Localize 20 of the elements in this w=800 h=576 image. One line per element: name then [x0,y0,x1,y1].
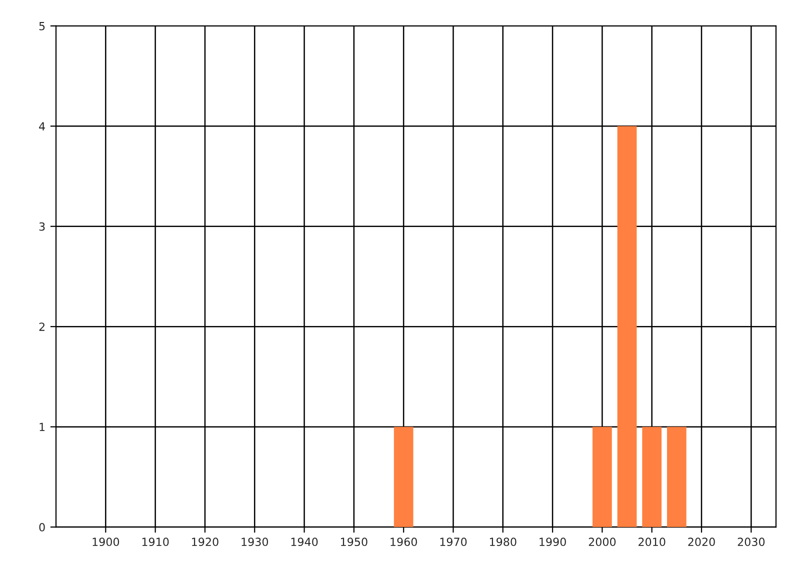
x-tick-label: 1990 [540,538,566,546]
x-tick-label: 1970 [440,538,467,546]
x-tick-label: 2010 [638,538,666,546]
x-tick-label: 1920 [192,538,218,546]
x-tick-label: 1940 [291,538,318,546]
x-tick-label: 1980 [490,538,516,546]
y-tick-label: 3 [39,222,45,231]
y-tick-label: 1 [40,422,45,432]
x-tick-label: 2020 [688,538,715,546]
x-tick-label: 2000 [588,538,616,546]
y-tick-label: 4 [39,122,45,130]
x-tick-label: 1900 [92,538,120,546]
x-tick-label: 2030 [738,538,765,546]
y-tick-label: 0 [39,523,45,532]
y-tick-label: 5 [39,22,45,30]
x-tick-label: 1960 [390,538,417,546]
x-tick-label: 1950 [341,538,368,546]
x-tick-label: 1930 [242,538,268,546]
y-tick-label: 2 [39,322,44,331]
x-tick-label: 1910 [142,538,169,546]
